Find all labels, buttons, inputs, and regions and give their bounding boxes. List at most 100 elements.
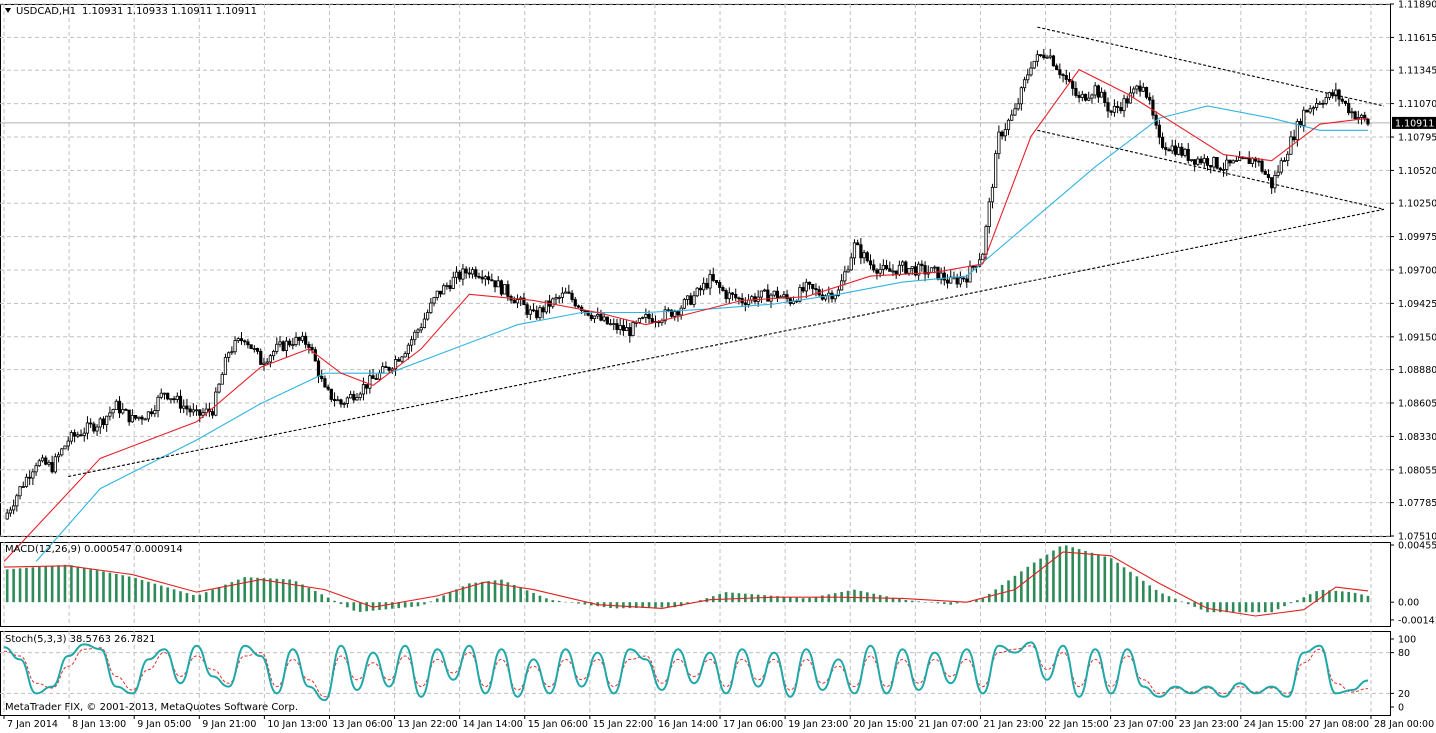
macd-bar (281, 579, 285, 603)
macd-bar (1122, 567, 1126, 603)
candle (191, 403, 195, 416)
candle (162, 392, 167, 400)
dropdown-arrow-icon[interactable] (5, 8, 11, 13)
candle (1125, 95, 1129, 108)
macd-bar (198, 594, 202, 603)
candle (1170, 139, 1174, 154)
candle (618, 318, 622, 335)
candle (326, 384, 330, 391)
macd-bar (718, 594, 721, 603)
candle (807, 281, 812, 290)
candle (1199, 155, 1203, 165)
main-price-panel[interactable] (3, 26, 1385, 562)
macd-bar (480, 581, 484, 603)
macd-bar (846, 590, 850, 603)
candle (358, 391, 362, 401)
candle (1186, 143, 1190, 164)
candle (454, 266, 459, 285)
macd-bar (827, 594, 831, 603)
macd-bar (1244, 602, 1248, 613)
candle (101, 416, 106, 429)
candle (1122, 94, 1126, 118)
candle (182, 399, 186, 414)
candle (727, 287, 731, 305)
candle (1315, 98, 1319, 111)
candle (89, 418, 93, 428)
macd-bar (724, 592, 728, 603)
candle (483, 274, 487, 286)
candle (846, 265, 850, 273)
stoch-y-tick-label: 100 (1398, 635, 1416, 646)
macd-bar (1052, 550, 1055, 603)
candle (679, 305, 683, 320)
candle (888, 261, 892, 272)
candle (374, 373, 378, 380)
candle (214, 387, 218, 417)
stochastic-panel[interactable] (3, 641, 1369, 702)
candle (419, 323, 423, 334)
candle (663, 305, 667, 325)
macd-bar (859, 590, 863, 603)
candle (1356, 110, 1360, 124)
x-tick-label: 10 Jan 13:00 (267, 719, 327, 730)
macd-bar (923, 602, 927, 603)
candle (772, 290, 776, 298)
x-tick-label: 28 Jan 00:00 (1374, 719, 1434, 730)
candle (1167, 147, 1171, 152)
macd-bar (31, 567, 35, 603)
candle (1180, 143, 1184, 158)
candle (44, 455, 48, 466)
macd-panel[interactable] (3, 545, 1370, 617)
candle (541, 305, 545, 319)
candle (487, 271, 491, 285)
candle (1022, 76, 1027, 92)
x-tick-label: 21 Jan 23:00 (983, 719, 1043, 730)
macd-bar (1032, 562, 1036, 603)
candle (416, 328, 420, 338)
macd-bar (1251, 602, 1254, 613)
ohlc-readout: 1.10931 1.10933 1.10911 1.10911 (82, 6, 257, 17)
macd-bar (493, 580, 497, 603)
candle (252, 345, 256, 353)
macd-bar (365, 602, 368, 612)
candle (1135, 84, 1139, 95)
candle (493, 280, 497, 293)
macd-bar (917, 601, 920, 603)
candle (271, 349, 276, 361)
candle (528, 305, 532, 320)
candle (737, 296, 741, 305)
macd-bar (776, 596, 779, 603)
macd-bar (1315, 591, 1318, 603)
macd-bar (147, 581, 150, 603)
candle (592, 315, 597, 324)
candle (644, 308, 648, 324)
axis-layer: 7 Jan 2014 8 Jan 13:00 9 Jan 05:00 9 Jan 21… (3, 0, 1436, 730)
candle (875, 268, 879, 280)
macd-bar (307, 587, 311, 603)
macd-bar (647, 602, 651, 608)
candle (1177, 142, 1181, 156)
candle (236, 337, 240, 344)
macd-bar (667, 602, 670, 608)
y-tick-label: 1.08605 (1398, 399, 1436, 410)
x-tick-label: 7 Jan 2014 (7, 719, 58, 730)
macd-bar (756, 594, 760, 603)
macd-bar (634, 602, 638, 609)
macd-bar (95, 570, 99, 603)
candle (1096, 84, 1100, 103)
candle (499, 279, 504, 297)
macd-bar (731, 592, 734, 603)
candle (76, 431, 80, 439)
candle (169, 398, 173, 404)
macd-bar (795, 597, 798, 603)
candle (1035, 50, 1039, 67)
candle (1144, 86, 1149, 100)
stoch-y-tick-label: 20 (1398, 689, 1410, 700)
candle (1183, 147, 1187, 158)
candle (621, 319, 625, 336)
candle (1029, 61, 1033, 77)
candle (323, 375, 327, 388)
candle (227, 351, 231, 363)
candle (734, 288, 738, 301)
candle (1087, 91, 1091, 102)
